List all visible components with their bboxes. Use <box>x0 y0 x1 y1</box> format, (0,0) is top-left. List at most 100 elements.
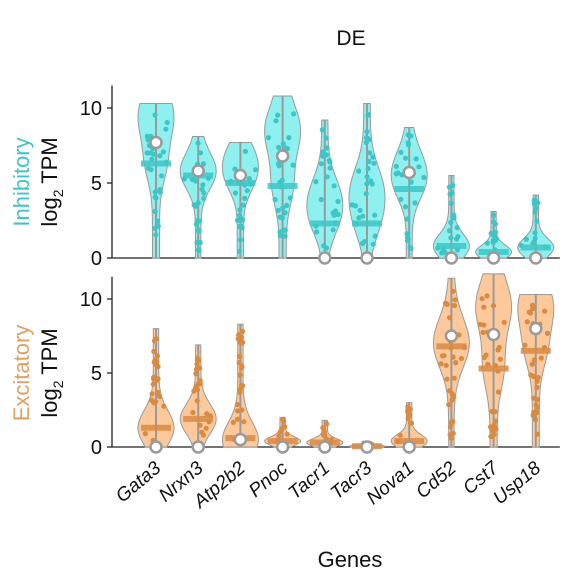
data-point <box>234 401 240 408</box>
data-point <box>319 153 326 159</box>
data-point <box>290 162 296 168</box>
x-tick-label: Pnoc <box>245 457 292 501</box>
data-point <box>501 319 507 325</box>
data-point <box>529 361 535 367</box>
data-point <box>160 149 166 155</box>
x-tick-labels: Gata3Nrxn3Atp2b2PnocTacr1Tacr3Nova1Cd52C… <box>112 457 545 513</box>
data-point <box>326 157 332 164</box>
data-point <box>495 347 501 353</box>
median-bar <box>520 244 551 251</box>
mean-marker <box>318 251 332 265</box>
data-point <box>405 236 411 242</box>
chart-title: DE <box>336 27 365 50</box>
data-point <box>533 205 539 211</box>
data-point <box>370 241 376 247</box>
median-bar <box>141 424 171 431</box>
data-point <box>450 288 456 294</box>
data-point <box>366 158 372 164</box>
data-point <box>152 189 158 195</box>
data-point <box>453 360 459 366</box>
data-point <box>452 297 458 303</box>
mean-marker <box>486 251 501 265</box>
data-point <box>236 332 242 338</box>
y-axis-labels: Inhibitory log2 TPM Excitatory log2 TPM <box>9 137 66 421</box>
mean-marker <box>149 440 163 454</box>
mean-marker <box>402 165 416 180</box>
data-point <box>331 212 337 218</box>
data-point <box>246 176 252 182</box>
data-point <box>149 156 155 162</box>
data-point <box>404 216 410 222</box>
data-point <box>323 135 329 141</box>
data-point <box>154 353 160 359</box>
data-point <box>196 357 202 363</box>
median-bar <box>309 220 340 227</box>
median-bar <box>520 347 551 354</box>
data-point <box>398 149 404 155</box>
data-point <box>199 429 205 435</box>
data-point <box>544 330 551 336</box>
violin-usp18 <box>517 294 555 448</box>
y-label-unit-main: log <box>37 388 62 417</box>
data-point <box>440 353 446 359</box>
data-point <box>443 362 449 368</box>
data-point <box>195 200 201 206</box>
data-point <box>319 127 325 133</box>
y-label-unit-main: log <box>37 197 62 226</box>
y-label-unit-sub: 2 <box>50 189 66 197</box>
data-point <box>488 230 494 236</box>
data-point <box>152 112 158 118</box>
data-point <box>397 432 403 438</box>
violin-nova1 <box>390 402 428 454</box>
data-point <box>242 195 248 201</box>
data-point <box>493 418 499 424</box>
mean-marker <box>529 321 543 336</box>
data-point <box>371 160 377 166</box>
violin-cst7 <box>475 273 513 448</box>
data-point <box>280 228 286 234</box>
data-point <box>313 179 319 185</box>
violin-cd52 <box>432 175 470 265</box>
data-point <box>151 400 157 406</box>
data-point <box>239 365 245 371</box>
data-point <box>232 190 239 196</box>
data-point <box>197 422 203 428</box>
violin-pnoc <box>264 95 302 259</box>
y-tick-label: 10 <box>80 98 102 120</box>
mean-marker <box>444 329 459 343</box>
data-point <box>244 188 250 194</box>
data-point <box>480 329 486 336</box>
data-point <box>147 150 154 156</box>
data-point <box>448 235 454 241</box>
y-label-unit-excitatory: log2 TPM <box>37 328 66 417</box>
data-point <box>356 168 362 174</box>
data-point <box>199 186 205 192</box>
data-point <box>157 393 163 400</box>
data-point <box>409 420 415 426</box>
data-point <box>493 236 499 242</box>
data-point <box>237 372 243 378</box>
data-point <box>158 173 165 179</box>
violin-gata3 <box>137 328 175 454</box>
data-point <box>190 409 196 416</box>
data-point <box>333 208 339 214</box>
data-point <box>532 209 538 215</box>
data-point <box>242 148 248 154</box>
data-point <box>195 228 202 234</box>
data-point <box>240 202 246 208</box>
x-tick-label: Cd52 <box>412 457 461 503</box>
data-point <box>497 356 503 362</box>
data-point <box>365 135 371 142</box>
data-point <box>495 389 502 395</box>
data-point <box>238 237 244 243</box>
mean-marker <box>275 440 290 454</box>
data-point <box>193 366 200 372</box>
mean-marker <box>191 440 205 454</box>
median-bar <box>436 243 467 249</box>
violin-atp2b2 <box>221 323 259 448</box>
data-point <box>149 391 155 397</box>
data-point <box>272 197 278 203</box>
median-bar <box>141 160 171 167</box>
data-point <box>196 247 202 253</box>
